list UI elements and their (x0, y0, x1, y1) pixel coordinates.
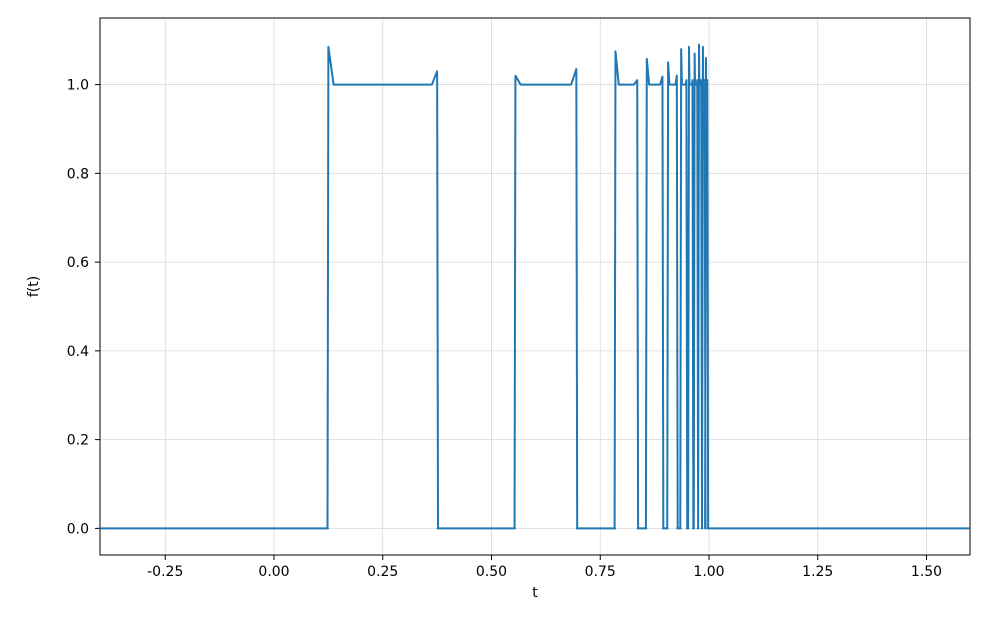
y-tick-label: 1.0 (67, 78, 89, 94)
x-tick-label: 1.00 (693, 564, 724, 580)
x-tick-label: 0.50 (476, 564, 507, 580)
x-tick-label: -0.25 (147, 564, 183, 580)
chart-container: -0.25 0.00 0.25 0.50 0.75 1.00 1.25 1.50 0.0 0.2 0… (0, 0, 1000, 625)
x-tick-label: 0.25 (367, 564, 398, 580)
y-tick-label: 0.0 (67, 521, 89, 537)
x-tick-label: 0.75 (585, 564, 616, 580)
y-axis-label: f(t) (26, 276, 42, 297)
x-tick-label: 0.00 (258, 564, 289, 580)
y-tick-label: 0.2 (67, 433, 89, 449)
x-tick-label: 1.50 (911, 564, 942, 580)
x-tick-label: 1.25 (802, 564, 833, 580)
y-tick-label: 0.6 (67, 255, 89, 271)
chart-background (0, 0, 1000, 625)
y-tick-label: 0.4 (67, 344, 89, 360)
x-axis-label: t (532, 585, 538, 601)
line-chart: -0.25 0.00 0.25 0.50 0.75 1.00 1.25 1.50 0.0 0.2 0… (0, 0, 1000, 625)
y-tick-label: 0.8 (67, 166, 89, 182)
